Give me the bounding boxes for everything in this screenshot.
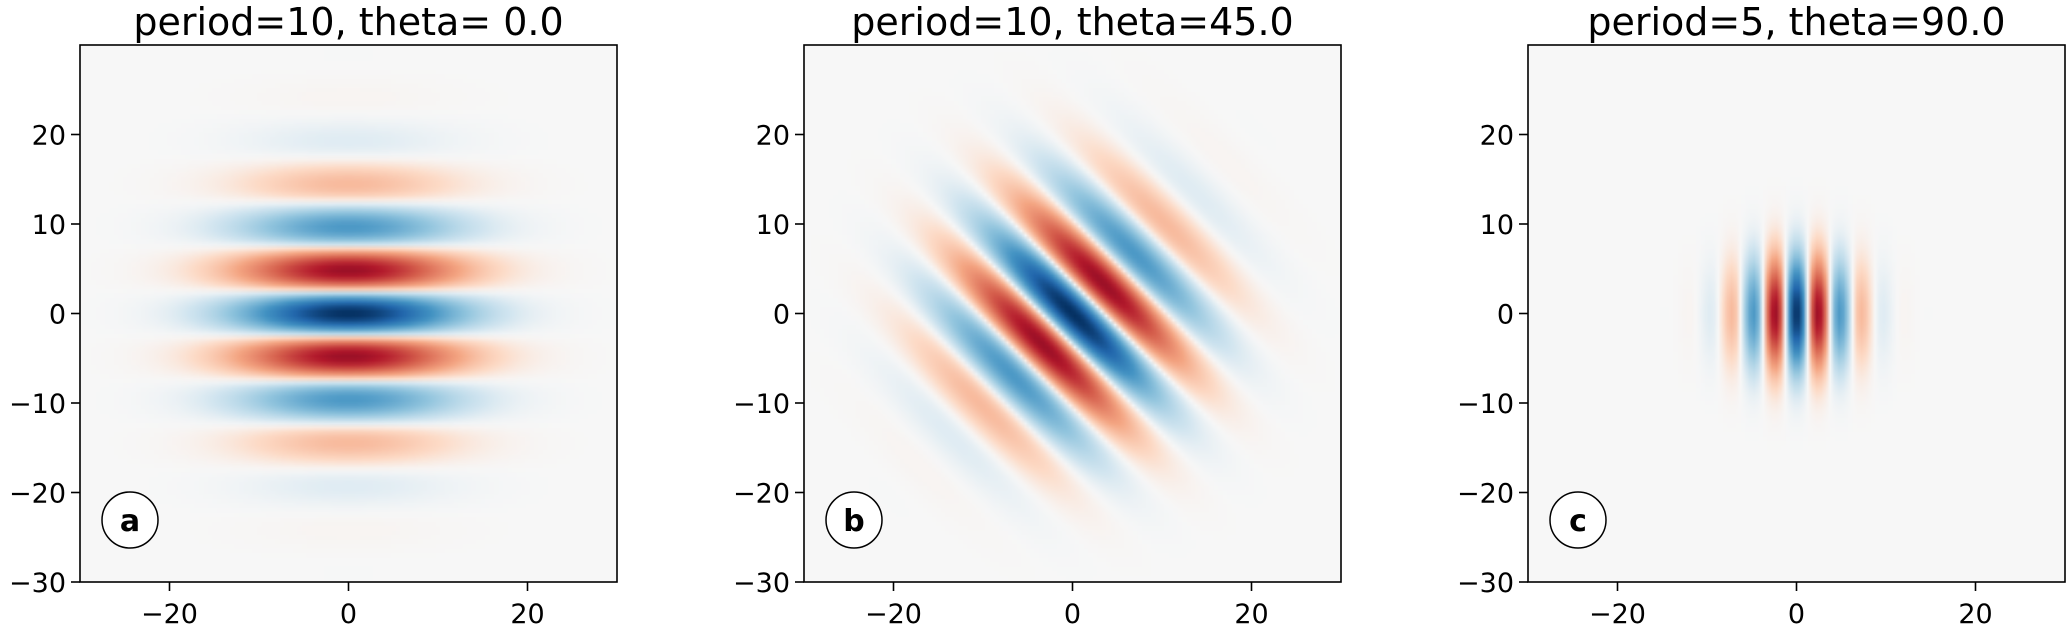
panel-title: period=10, theta=45.0	[851, 0, 1293, 44]
y-tick-label: −10	[9, 389, 66, 420]
x-tick-label: 0	[1064, 599, 1081, 624]
x-tick-label: 20	[1234, 599, 1268, 624]
y-tick-label: 20	[1480, 121, 1514, 152]
y-tick-label: 0	[1497, 300, 1514, 331]
x-tick-label: −20	[1589, 599, 1646, 624]
panel-b: period=10, theta=45.0 −20 0 20 −30 −20 −10 0 10 2…	[733, 0, 1342, 624]
x-tick-label: 0	[1788, 599, 1805, 624]
y-tick-label: −10	[1457, 389, 1514, 420]
panel-letter-circle	[101, 491, 159, 549]
panel-letter: a	[120, 504, 140, 539]
y-tick-label: 10	[756, 210, 790, 241]
panel-title: period=10, theta= 0.0	[133, 0, 563, 44]
panel-title: period=5, theta=90.0	[1587, 0, 2005, 44]
x-tick-label: 20	[510, 599, 544, 624]
panel-letter: b	[843, 504, 864, 539]
y-tick-label: −20	[9, 479, 66, 510]
y-tick-label: 10	[32, 210, 66, 241]
heatmap-image	[80, 45, 617, 582]
panel-letter-circle	[1549, 491, 1607, 549]
y-tick-label: 10	[1480, 210, 1514, 241]
y-tick-label: −10	[733, 389, 790, 420]
panel-letter-circle	[825, 491, 883, 549]
heatmap-image	[804, 45, 1341, 582]
panel-c: period=5, theta=90.0 −20 0 20 −30 −20 −10 0 10 20…	[1457, 0, 2066, 624]
x-tick-label: −20	[865, 599, 922, 624]
panel-a: period=10, theta= 0.0 −20 0 20 −30 −20 −10 0 10 2…	[9, 0, 618, 624]
y-tick-label: 0	[49, 300, 66, 331]
y-tick-label: −20	[1457, 479, 1514, 510]
x-tick-label: 20	[1958, 599, 1992, 624]
x-tick-label: −20	[141, 599, 198, 624]
y-tick-label: 20	[756, 121, 790, 152]
panel-letter: c	[1569, 504, 1587, 539]
y-tick-label: −20	[733, 479, 790, 510]
y-tick-label: 20	[32, 121, 66, 152]
y-tick-label: −30	[733, 568, 790, 599]
x-tick-label: 0	[340, 599, 357, 624]
heatmap-image	[1528, 45, 2065, 582]
y-tick-label: −30	[1457, 568, 1514, 599]
y-tick-label: 0	[773, 300, 790, 331]
y-tick-label: −30	[9, 568, 66, 599]
